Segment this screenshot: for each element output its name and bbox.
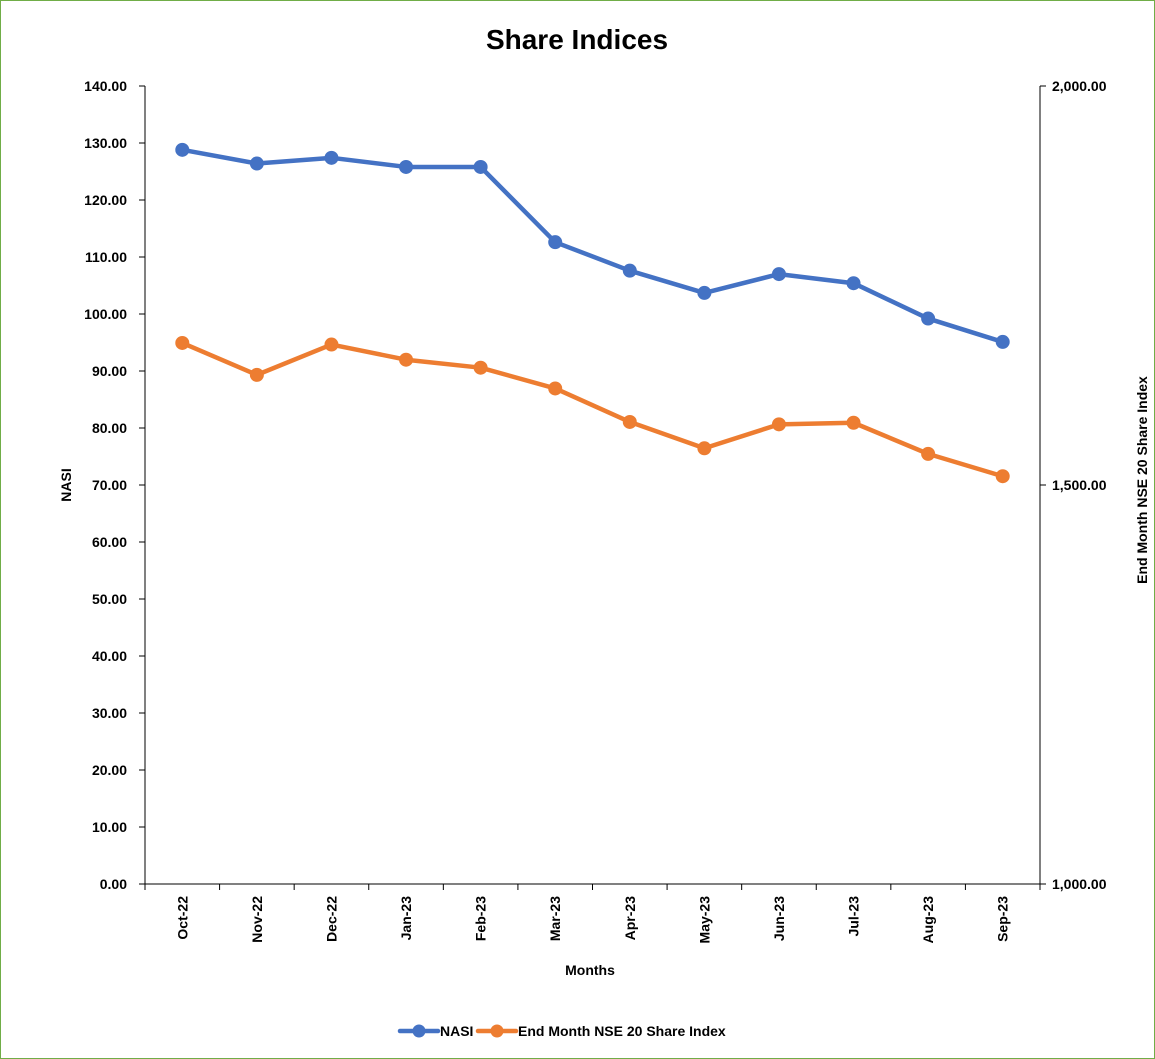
left-tick-label: 100.00 xyxy=(84,306,127,322)
chart-title: Share Indices xyxy=(486,24,668,55)
series-1-point xyxy=(847,277,860,290)
left-tick-label: 90.00 xyxy=(92,363,127,379)
series-2-point xyxy=(996,470,1009,483)
series-2-point xyxy=(250,368,263,381)
series-1-point xyxy=(250,157,263,170)
right-axis-ticks: 1,000.00 1,500.00 2,000.00 xyxy=(1040,78,1107,892)
left-tick-label: 130.00 xyxy=(84,135,127,151)
x-tick-label: Feb-23 xyxy=(473,896,489,941)
series-1-point xyxy=(623,264,636,277)
x-tick-label: Mar-23 xyxy=(547,896,563,941)
left-tick-label: 10.00 xyxy=(92,819,127,835)
series-1-point xyxy=(474,160,487,173)
series-1-point xyxy=(772,268,785,281)
series-2-point xyxy=(400,353,413,366)
series-2-point xyxy=(325,338,338,351)
x-tick-label: Apr-23 xyxy=(622,896,638,941)
series-1-point xyxy=(698,286,711,299)
x-tick-label: May-23 xyxy=(696,896,712,944)
left-tick-label: 40.00 xyxy=(92,648,127,664)
legend-swatch-marker xyxy=(413,1025,426,1038)
left-tick-label: 20.00 xyxy=(92,762,127,778)
x-tick-label: Dec-22 xyxy=(323,896,339,942)
left-tick-label: 0.00 xyxy=(100,876,127,892)
series-2-point xyxy=(847,416,860,429)
x-tick-label: Oct-22 xyxy=(174,896,190,940)
series-2-point xyxy=(772,418,785,431)
right-tick-label: 1,500.00 xyxy=(1052,477,1107,493)
x-tick-label: Nov-22 xyxy=(249,896,265,943)
left-tick-label: 30.00 xyxy=(92,705,127,721)
left-tick-label: 120.00 xyxy=(84,192,127,208)
series-2-point xyxy=(698,442,711,455)
series-line-2 xyxy=(182,343,1002,476)
right-tick-label: 1,000.00 xyxy=(1052,876,1107,892)
x-tick-label: Aug-23 xyxy=(920,896,936,944)
x-axis-ticks: Oct-22 Nov-22 Dec-22 Jan-23 Feb-23 Mar-23 Apr-… xyxy=(145,884,1040,943)
x-tick-label: Jun-23 xyxy=(771,896,787,941)
x-axis-title: Months xyxy=(565,962,615,978)
legend-label: End Month NSE 20 Share Index xyxy=(518,1023,726,1039)
left-axis-title: NASI xyxy=(58,468,74,501)
series-1-point xyxy=(400,160,413,173)
x-tick-label: Sep-23 xyxy=(995,896,1011,942)
series-1-point xyxy=(325,151,338,164)
series-2-point xyxy=(549,382,562,395)
series-line-1 xyxy=(182,150,1002,342)
legend: NASI End Month NSE 20 Share Index xyxy=(400,1023,726,1039)
left-axis-ticks: 0.00 10.00 20.00 30.00 40.00 50.00 60.00 70.00 8… xyxy=(84,78,145,892)
left-tick-label: 140.00 xyxy=(84,78,127,94)
legend-swatch-marker xyxy=(491,1025,504,1038)
left-tick-label: 70.00 xyxy=(92,477,127,493)
left-tick-label: 50.00 xyxy=(92,591,127,607)
series-2-point xyxy=(623,415,636,428)
series-2-point xyxy=(474,361,487,374)
x-tick-label: Jan-23 xyxy=(398,896,414,941)
series-1-point xyxy=(176,143,189,156)
series-layer xyxy=(176,143,1009,482)
series-1-point xyxy=(549,236,562,249)
series-2-point xyxy=(176,336,189,349)
left-tick-label: 110.00 xyxy=(85,249,127,265)
series-2-point xyxy=(922,447,935,460)
legend-label: NASI xyxy=(440,1023,473,1039)
x-tick-label: Jul-23 xyxy=(846,896,862,937)
left-tick-label: 80.00 xyxy=(92,420,127,436)
right-tick-label: 2,000.00 xyxy=(1052,78,1107,94)
right-axis-title: End Month NSE 20 Share Index xyxy=(1134,376,1150,584)
left-tick-label: 60.00 xyxy=(92,534,127,550)
series-1-point xyxy=(922,312,935,325)
series-1-point xyxy=(996,335,1009,348)
